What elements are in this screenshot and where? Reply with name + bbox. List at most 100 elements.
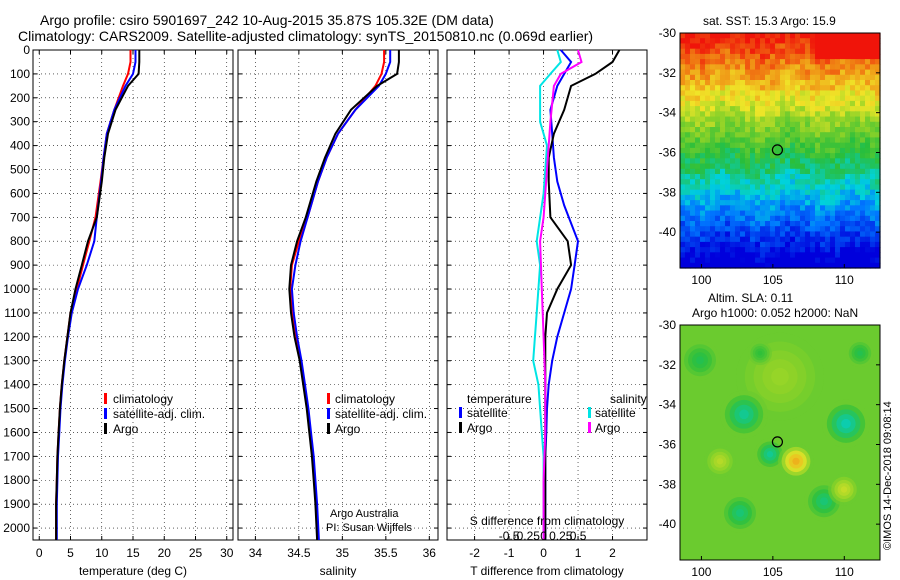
sst-cell <box>690 241 696 248</box>
sst-cell <box>790 33 796 39</box>
sst-cell <box>740 64 746 71</box>
sst-cell <box>785 210 791 217</box>
sst-cell <box>795 158 801 165</box>
sst-cell <box>805 210 811 217</box>
sst-cell <box>775 226 781 233</box>
sst-cell <box>775 132 781 139</box>
sst-cell <box>785 116 791 123</box>
sst-cell <box>700 43 706 50</box>
sst-cell <box>720 132 726 139</box>
sst-cell <box>775 189 781 196</box>
sst-cell <box>870 236 876 243</box>
sst-cell <box>700 85 706 92</box>
sst-cell <box>790 137 796 144</box>
sst-cell <box>745 247 751 253</box>
sst-cell <box>705 85 711 92</box>
sst-cell <box>695 43 701 50</box>
sst-cell <box>735 132 741 139</box>
sst-cell <box>865 53 871 60</box>
sst-cell <box>730 226 736 233</box>
sst-cell <box>820 153 826 159</box>
sst-cell <box>780 59 786 65</box>
sst-cell <box>695 215 701 222</box>
sst-cell <box>740 231 746 238</box>
sst-cell <box>845 137 851 144</box>
sst-cell <box>805 127 811 133</box>
grid <box>33 49 233 540</box>
sst-cell <box>750 111 756 118</box>
sst-cell <box>805 69 811 76</box>
sst-cell <box>835 127 841 133</box>
sst-cell <box>805 231 811 238</box>
sst-cell <box>720 194 726 201</box>
sst-cell <box>875 200 881 206</box>
sst-cell <box>875 80 881 86</box>
sst-cell <box>795 43 801 50</box>
sst-cell <box>875 43 881 50</box>
sst-cell <box>720 262 726 269</box>
sst-cell <box>735 74 741 81</box>
sst-cell <box>700 95 706 102</box>
sst-cell <box>865 106 871 112</box>
sst-cell <box>855 127 861 133</box>
sst-cell <box>715 231 721 238</box>
sst-cell <box>690 147 696 154</box>
sst-cell <box>700 116 706 123</box>
sst-cell <box>825 142 831 149</box>
sst-cell <box>850 215 856 222</box>
sst-cell <box>775 43 781 50</box>
sst-cell <box>795 147 801 154</box>
sst-cell <box>705 247 711 253</box>
sst-cell <box>745 64 751 71</box>
sst-cell <box>835 221 841 227</box>
sst-cell <box>795 64 801 71</box>
sst-cell <box>735 53 741 60</box>
sst-cell <box>825 252 831 259</box>
sst-cell <box>760 147 766 154</box>
sst-cell <box>840 111 846 118</box>
y-tick-label: 800 <box>10 234 30 248</box>
sst-cell <box>685 38 691 45</box>
sst-cell <box>685 69 691 76</box>
sst-cell <box>825 127 831 133</box>
sst-cell <box>710 257 716 264</box>
sst-cell <box>850 184 856 191</box>
x-axis-label: temperature (deg C) <box>79 564 187 578</box>
sst-cell <box>680 80 686 86</box>
sst-cell <box>770 53 776 60</box>
sst-cell <box>800 95 806 102</box>
sst-cell <box>805 142 811 149</box>
sst-cell <box>740 174 746 180</box>
sst-cell <box>765 64 771 71</box>
sst-cell <box>730 48 736 55</box>
sst-cell <box>790 111 796 118</box>
sst-cell <box>700 80 706 86</box>
sst-cell <box>795 226 801 233</box>
sst-cell <box>765 132 771 139</box>
x-tick-label-secondary: 0 <box>540 529 547 543</box>
sst-cell <box>790 80 796 86</box>
sst-cell <box>740 205 746 212</box>
sst-cell <box>710 231 716 238</box>
sst-cell <box>790 64 796 71</box>
sst-cell <box>825 48 831 55</box>
sst-cell <box>855 174 861 180</box>
sst-cell <box>820 210 826 217</box>
sst-cell <box>790 200 796 206</box>
sst-cell <box>810 158 816 165</box>
sst-cell <box>680 179 686 186</box>
sst-cell <box>815 127 821 133</box>
sst-cell <box>835 153 841 159</box>
sst-cell <box>745 43 751 50</box>
sst-cell <box>770 85 776 92</box>
sst-cell <box>690 64 696 71</box>
sst-cell <box>795 116 801 123</box>
sst-cell <box>805 189 811 196</box>
sst-cell <box>825 147 831 154</box>
sst-cell <box>835 163 841 170</box>
sst-cell <box>870 137 876 144</box>
sst-cell <box>830 106 836 112</box>
sst-cell <box>735 262 741 269</box>
map-y-tick-label: -34 <box>659 106 677 120</box>
sst-cell <box>690 179 696 186</box>
